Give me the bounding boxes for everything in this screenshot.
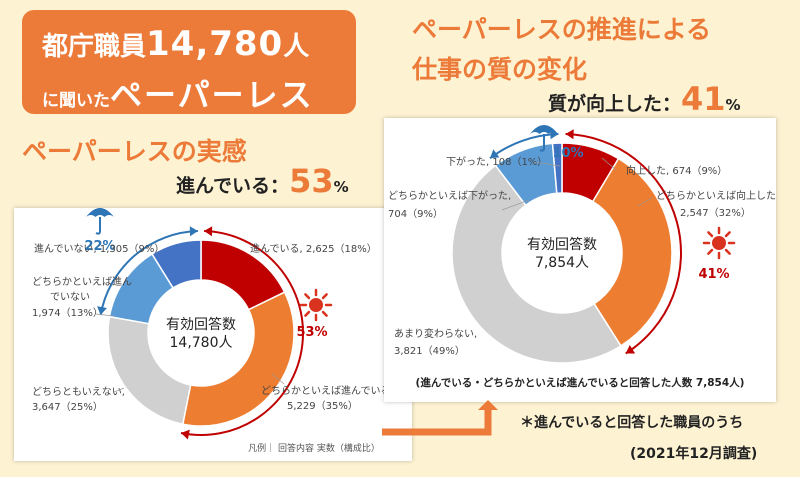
umbrella-canopy — [530, 125, 558, 134]
title-suffix: 人 — [283, 32, 310, 62]
positive-arrowhead-end — [181, 429, 190, 440]
right-stat-unit: % — [725, 96, 741, 114]
slice-leader-3 — [113, 387, 125, 393]
sun-core — [712, 236, 726, 250]
title-number: 14,780 — [146, 24, 284, 64]
sun-ray — [321, 293, 328, 300]
sun-icon — [702, 226, 736, 260]
connector-arrow — [382, 400, 498, 436]
positive-pct-label: 53% — [296, 325, 327, 340]
slice-label-2a: どちらかといえば進んでいる, — [261, 385, 394, 397]
negative-arrowhead-start — [97, 306, 107, 316]
slice-label-4a: どちらかといえば進ん — [32, 276, 132, 288]
sun-core — [309, 298, 323, 312]
negative-pct-label: 22% — [84, 239, 115, 254]
positive-pct-label: 41% — [698, 267, 729, 282]
right-heading-1: ペーパーレスの推進による — [412, 15, 712, 44]
center-label-2: 14,780人 — [170, 335, 233, 351]
sun-ray — [707, 231, 714, 238]
positive-range-arc — [180, 230, 304, 436]
slice-label-3a: どちらともいえない, — [32, 386, 125, 398]
sun-ray — [304, 310, 311, 317]
survey-date: (2021年12月調査) — [630, 446, 758, 462]
title-banner: 都庁職員14,780人 に聞いたペーパーレス — [22, 10, 356, 114]
left-stat-label: 進んでいる： — [176, 175, 290, 197]
right-stat-value: 41 — [681, 80, 726, 118]
center-label-2: 7,854人 — [535, 255, 589, 271]
right-panel-footnote: (進んでいる・どちらかといえば進んでいると回答した人数 7,854人) — [416, 376, 745, 389]
right-donut-chart: 有効回答数 7,854人 10% 41% 向上した, 674（9%） どちらかといえば向上… — [388, 125, 776, 389]
slice-label-2b: 5,229（35%） — [287, 400, 358, 412]
left-donut-chart: 有効回答数 14,780人 53% 22% 進んでいる, 2,625（18%） どちらかと… — [32, 208, 394, 454]
umbrella-icon — [86, 208, 114, 235]
slice-label-2b: 2,547（32%） — [680, 207, 751, 219]
sun-ray — [724, 248, 731, 255]
slice-leader-4 — [95, 313, 115, 317]
donut-slice-2 — [591, 157, 673, 347]
slice-leader-4 — [501, 199, 530, 211]
left-heading: ペーパーレスの実感 — [22, 137, 247, 166]
sun-ray — [707, 248, 714, 255]
slice-label-2a: どちらかといえば向上した — [656, 189, 776, 202]
slice-label-4b: 704（9%） — [388, 208, 443, 220]
slice-leader-2 — [271, 373, 285, 385]
title-line-1: 都庁職員14,780人 — [42, 24, 309, 64]
right-heading-2: 仕事の質の変化 — [412, 55, 588, 84]
center-label-1: 有効回答数 — [527, 236, 597, 253]
left-stat-value: 53 — [289, 162, 334, 200]
right-stat-label: 質が向上した： — [548, 93, 682, 115]
right-stat: 質が向上した：41% — [548, 80, 741, 118]
negative-arrowhead-end — [189, 226, 198, 237]
umbrella-icon — [530, 125, 558, 152]
left-stat-unit: % — [333, 178, 349, 196]
donut-slice-5 — [551, 142, 563, 195]
slice-leader-1 — [601, 157, 617, 171]
title-line2-main: ペーパーレス — [110, 76, 314, 114]
negative-range-arc — [99, 230, 198, 316]
slice-leader-5 — [533, 161, 561, 167]
umbrella-canopy — [86, 208, 114, 217]
slice-label-3b: 3,821（49%） — [394, 345, 465, 357]
positive-arrowhead-start — [204, 226, 213, 237]
slice-label-4c: 1,974（13%） — [32, 307, 103, 319]
left-chart-panel: 有効回答数 14,780人 53% 22% 進んでいる, 2,625（18%） どちらかと… — [14, 208, 412, 461]
arrow-footnote: ＊進んでいると回答した職員のうち — [520, 415, 744, 431]
slice-label-3b: 3,647（25%） — [32, 401, 103, 413]
sun-ray — [724, 231, 731, 238]
center-label-1: 有効回答数 — [166, 316, 236, 333]
title-prefix: 都庁職員 — [42, 32, 147, 62]
umbrella-handle — [539, 134, 545, 152]
umbrella-handle — [95, 217, 101, 235]
slice-leader-2 — [637, 197, 653, 207]
slice-label-1: 向上した, 674（9%） — [626, 164, 727, 177]
positive-range-arc — [565, 133, 682, 355]
right-chart-panel: 有効回答数 7,854人 10% 41% 向上した, 674（9%） どちらかといえば向上… — [384, 118, 776, 402]
slice-label-4a: どちらかといえば下がった, — [388, 189, 511, 202]
donut-slice-3 — [451, 164, 622, 364]
title-line-2: に聞いたペーパーレス — [42, 70, 314, 116]
negative-pct-label: 10% — [552, 146, 583, 161]
negative-arrowhead-start — [490, 149, 500, 159]
slice-label-3a: あまり変わらない, — [394, 327, 477, 340]
sun-ray — [304, 293, 311, 300]
positive-arrowhead-end — [625, 345, 636, 354]
sun-ray — [321, 310, 328, 317]
sun-icon — [299, 288, 333, 322]
slice-label-5: 下がった, 108（1%） — [446, 155, 547, 168]
slice-label-5: 進んでいない, 1,305（9%） — [34, 243, 164, 255]
slice-label-4b: でいない — [50, 291, 90, 303]
slice-label-1: 進んでいる, 2,625（18%） — [250, 243, 377, 255]
legend-note: 凡例｜ 回答内容 実数（構成比） — [248, 442, 380, 454]
left-stat: 進んでいる：53% — [176, 162, 349, 200]
donut-slice-2 — [181, 291, 295, 427]
donut-slice-5 — [150, 239, 202, 289]
title-line2-prefix: に聞いた — [42, 91, 110, 111]
positive-arrowhead-start — [565, 129, 574, 140]
